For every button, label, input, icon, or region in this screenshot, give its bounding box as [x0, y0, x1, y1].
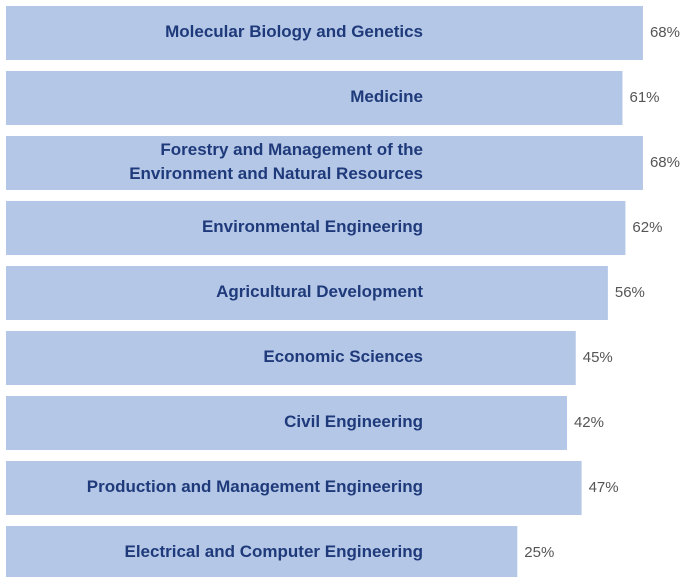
- value-label: 62%: [632, 219, 662, 236]
- value-label: 61%: [629, 89, 659, 106]
- value-label: 68%: [650, 24, 680, 41]
- bar: [6, 526, 518, 577]
- bar: [6, 71, 623, 125]
- bar: [6, 461, 582, 515]
- bar: [6, 6, 643, 60]
- bar: [6, 201, 626, 255]
- category-label: Economic Sciences: [263, 347, 423, 366]
- bar: [6, 266, 608, 320]
- category-label: Molecular Biology and Genetics: [165, 22, 423, 41]
- category-label: Medicine: [350, 87, 423, 106]
- value-label: 45%: [583, 349, 613, 366]
- bar: [6, 396, 567, 450]
- category-label: Environmental Engineering: [202, 217, 423, 236]
- category-label: Production and Management Engineering: [87, 477, 423, 496]
- value-label: 56%: [615, 284, 645, 301]
- category-label: Electrical and Computer Engineering: [124, 542, 423, 561]
- value-label: 25%: [524, 544, 554, 561]
- value-label: 47%: [589, 479, 619, 496]
- category-label: Forestry and Management of the Environmen…: [129, 140, 423, 183]
- bar: [6, 331, 576, 385]
- category-label: Agricultural Development: [216, 282, 423, 301]
- category-label: Civil Engineering: [284, 412, 423, 431]
- value-label: 68%: [650, 154, 680, 171]
- bar: [6, 136, 643, 190]
- value-label: 42%: [574, 414, 604, 431]
